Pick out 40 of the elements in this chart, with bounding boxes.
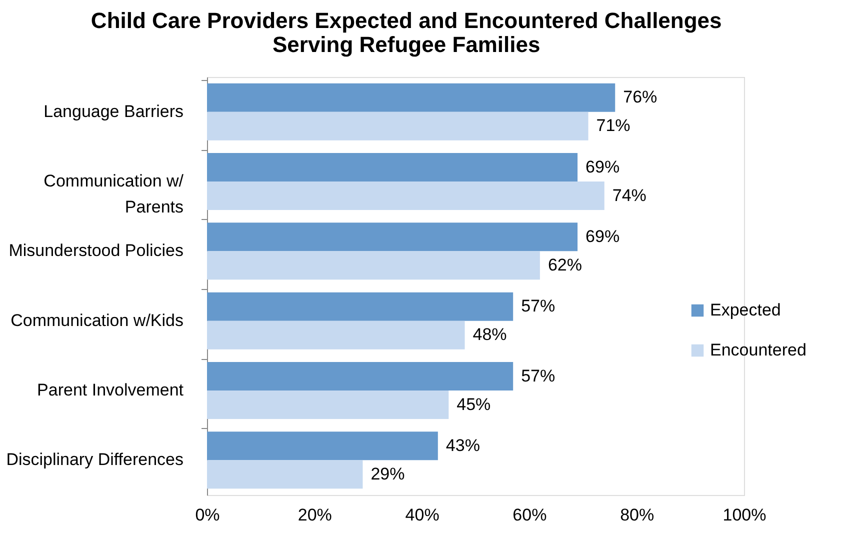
- data-label: 57%: [521, 366, 556, 386]
- bar: [207, 222, 578, 252]
- bar: [207, 182, 604, 210]
- bar: [207, 292, 514, 321]
- data-label: 29%: [370, 464, 405, 484]
- bar: [207, 83, 616, 112]
- data-label: 69%: [586, 157, 620, 176]
- bar: [207, 460, 363, 489]
- data-label: 71%: [596, 116, 630, 136]
- bar: [207, 153, 578, 182]
- x-tick-label: 0%: [195, 506, 220, 524]
- y-tick-label: Disciplinary Differences: [6, 450, 184, 470]
- legend-label: Expected: [710, 300, 781, 320]
- y-tick-label: Communication w/Kids: [10, 310, 184, 330]
- data-label: 57%: [521, 296, 556, 316]
- x-tick-label: 100%: [722, 506, 766, 524]
- data-label: 69%: [586, 226, 620, 246]
- data-label: 45%: [456, 394, 491, 414]
- bar: [207, 112, 588, 140]
- bar: [207, 362, 514, 390]
- data-label: 62%: [548, 255, 582, 274]
- text: Child Care Providers Expected and Encountered Challenges: [90, 8, 722, 33]
- y-tick-label: Communication w/ Parents: [44, 172, 184, 216]
- y-tick-label: Language Barriers: [44, 102, 184, 121]
- y-tick-label: Misunderstood Policies: [8, 241, 184, 260]
- bar: [207, 251, 540, 280]
- bar: [207, 432, 438, 460]
- x-tick-label: 20%: [298, 506, 332, 524]
- legend-label: Encountered: [710, 340, 806, 360]
- data-label: 43%: [446, 436, 480, 455]
- bar: [207, 320, 465, 350]
- data-label: 74%: [612, 186, 646, 205]
- x-tick-label: 60%: [512, 506, 547, 524]
- y-tick-label: Parent Involvement: [37, 380, 184, 400]
- x-tick-label: 80%: [620, 506, 654, 524]
- bar: [207, 390, 449, 419]
- text: Serving Refugee Families: [272, 32, 540, 57]
- data-label: 48%: [472, 325, 507, 344]
- x-tick-label: 40%: [405, 506, 440, 524]
- data-label: 76%: [623, 88, 658, 107]
